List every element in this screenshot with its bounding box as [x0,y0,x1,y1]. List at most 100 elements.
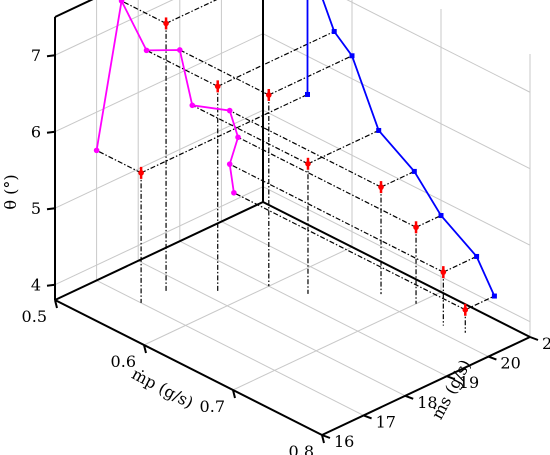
grid-line [346,0,531,93]
data-point [413,224,419,231]
projections [93,0,497,299]
projection-marker-ms-wall [376,127,382,133]
axis-edge [321,336,531,436]
drop-line [229,163,444,273]
projection-marker-ms-wall [438,213,444,219]
drop-line [307,129,379,165]
axis-edge [54,201,264,301]
y-tick [488,355,497,361]
grid-line [262,186,531,323]
projection-marker-mp-wall [143,47,150,54]
tick-labels: 4 5 6 7 0.5 0.6 0.7 0.8 16 17 18 19 20 21 [22,46,550,455]
axis-edge [54,299,323,436]
drop-line [229,110,382,188]
y-tick-label: 20 [500,354,520,373]
drop-line [140,93,308,174]
projection-line-mp-wall [95,0,239,193]
data-point [440,269,447,275]
y-tick-label: 19 [459,373,479,392]
drop-line [415,214,442,228]
y-tick [363,414,372,420]
y-tick [404,394,414,400]
z-tick-label: 6 [31,123,41,142]
drop-line [233,192,466,311]
data-point [462,306,469,313]
z-tick [46,130,56,134]
drop-line [96,149,142,174]
y-tick [321,434,331,439]
grid-line [54,186,264,286]
z-tick [46,207,56,211]
grid-line [54,109,264,209]
x-tick-label: 0.6 [111,352,136,371]
grid-line [96,279,364,416]
data-point [214,83,221,90]
drop-line [192,104,309,165]
y-tick-label: 17 [376,412,396,431]
x-tick [54,299,58,309]
data-point [305,160,311,167]
y-tick [529,336,539,341]
grid-line [137,260,406,397]
drop-line [217,30,335,87]
x-tick [143,344,147,354]
drop-line [121,0,167,24]
data-point [138,170,144,176]
projection-marker-mp-wall [235,134,241,141]
drop-line [465,295,495,311]
y-tick-label: 16 [334,432,354,451]
drop-line [179,49,270,96]
x-tick [321,434,325,444]
grid-line [232,291,442,391]
projection-line-ms-wall [306,0,496,297]
grid-line [221,221,489,358]
data-points [138,17,469,316]
drop-line [237,136,417,228]
projection-marker-ms-wall [491,293,497,299]
z-tick [46,283,56,287]
x-tick [232,389,236,399]
x-axis-label: ṁp (g/s) [129,364,197,412]
grid-line [262,33,531,170]
data-point [163,20,169,27]
y-tick [446,375,456,381]
projection-marker-ms-wall [411,168,417,174]
grid-line [179,240,448,377]
drop-line [146,49,218,87]
projection-marker-ms-wall [349,53,355,59]
drop-line [443,255,477,273]
grid-line [54,33,264,133]
drop-line [165,0,218,24]
data-point [266,92,272,98]
projection-marker-mp-wall [118,0,125,4]
z-tick-label: 5 [31,199,41,218]
drop-lines [96,0,495,333]
x-tick-label: 0.8 [289,442,314,455]
z-axis-label: θ (°) [1,174,20,209]
projection-marker-mp-wall [226,107,233,114]
drop-line [380,170,415,188]
projection-marker-ms-wall [474,253,480,259]
drop-line [268,55,353,96]
grid-line [54,0,174,56]
data-point [378,184,384,190]
projection-marker-mp-wall [189,102,196,109]
grid-line [262,109,531,246]
grid-line [143,246,353,346]
z-tick-label: 7 [31,46,41,65]
projection-marker-mp-wall [93,147,100,154]
z-tick [46,54,56,58]
projection-marker-mp-wall [231,189,237,196]
projection-marker-mp-wall [226,161,233,167]
projection-marker-ms-wall [331,28,337,34]
z-tick-label: 4 [31,276,41,295]
axis-edge [262,201,531,338]
y-tick-label: 21 [542,334,550,353]
projection-marker-ms-wall [305,91,310,97]
x-tick-label: 0.7 [200,397,225,416]
axis-edge [54,0,94,18]
y-tick-label: 18 [417,393,437,412]
x-tick-label: 0.5 [22,307,47,326]
projection-marker-mp-wall [177,47,183,53]
